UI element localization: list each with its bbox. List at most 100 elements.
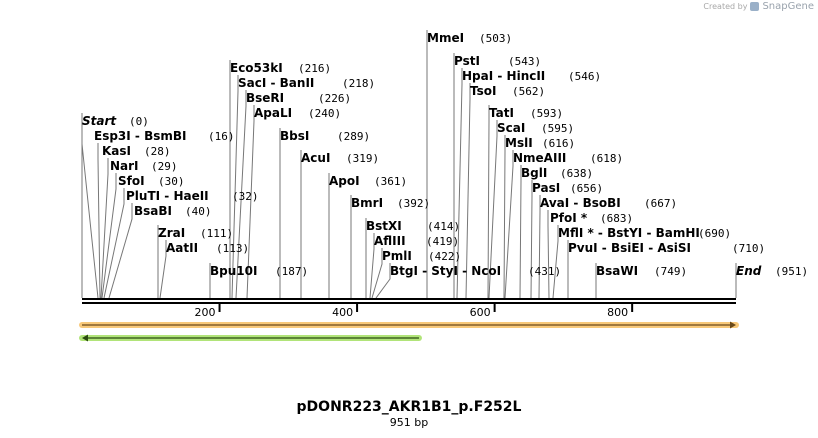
site-name-label[interactable]: TsoI [470, 84, 496, 98]
site-name-label[interactable]: PluTI - HaeII [126, 189, 209, 203]
site-position-label: (28) [144, 145, 171, 158]
site-position-label: (113) [216, 242, 249, 255]
site-name-label[interactable]: MslI [505, 136, 533, 150]
site-name-label[interactable]: Bpu10I [210, 264, 257, 278]
site-name-label[interactable]: NarI [110, 159, 139, 173]
site-name-label[interactable]: Start [82, 114, 117, 128]
site-connector-line [97, 143, 101, 299]
site-position-label: (656) [570, 182, 603, 195]
site-connector-line [246, 105, 255, 299]
site-position-label: (319) [346, 152, 379, 165]
site-connector-line [538, 195, 541, 299]
site-position-label: (595) [541, 122, 574, 135]
site-position-label: (618) [590, 152, 623, 165]
site-name-label[interactable]: BseRI [246, 91, 284, 105]
site-position-label: (30) [158, 175, 185, 188]
site-connector-line [231, 75, 239, 299]
site-name-label[interactable]: PmlI [382, 249, 412, 263]
site-position-label: (289) [337, 130, 370, 143]
site-position-label: (0) [129, 115, 149, 128]
site-position-label: (29) [151, 160, 178, 173]
site-name-label[interactable]: BsaWI [596, 264, 638, 278]
site-position-label: (690) [698, 227, 731, 240]
site-connector-line [103, 188, 125, 299]
site-name-label[interactable]: PasI [532, 181, 560, 195]
site-name-label[interactable]: AflIII [374, 234, 406, 248]
site-connector-line [100, 158, 109, 299]
site-connector-line [101, 173, 117, 299]
plasmid-name: pDONR223_AKR1B1_p.F252L [296, 399, 522, 415]
sequence-line [82, 298, 736, 304]
site-name-label[interactable]: ScaI [497, 121, 525, 135]
axis-tick-label: 600 [470, 306, 491, 319]
site-name-label[interactable]: KasI [102, 144, 131, 158]
site-name-label[interactable]: AatII [166, 241, 198, 255]
site-position-label: (32) [232, 190, 259, 203]
axis-tick-label: 800 [607, 306, 628, 319]
site-name-label[interactable]: MflI * - BstYI - BamHI [558, 226, 700, 240]
site-position-label: (392) [397, 197, 430, 210]
site-name-label[interactable]: HpaI - HincII [462, 69, 545, 83]
site-position-label: (616) [542, 137, 575, 150]
site-position-label: (111) [200, 227, 233, 240]
site-position-label: (216) [298, 62, 331, 75]
forward-feature-arrow[interactable] [79, 321, 739, 329]
site-name-label[interactable]: Eco53kI [230, 61, 283, 75]
site-name-label[interactable]: PstI [454, 54, 480, 68]
site-name-label[interactable]: PvuI - BsiEI - AsiSI [568, 241, 691, 255]
site-position-label: (749) [654, 265, 687, 278]
site-name-label[interactable]: BstXI [366, 219, 402, 233]
brand-name: SnapGene [762, 1, 814, 12]
site-name-label[interactable]: ApaLI [254, 106, 292, 120]
site-position-label: (218) [342, 77, 375, 90]
site-position-label: (683) [600, 212, 633, 225]
site-name-label[interactable]: BtgI - StyI - NcoI [390, 264, 501, 278]
site-connector-line [375, 263, 391, 299]
site-connector-line [547, 210, 550, 299]
site-connector-line [371, 248, 383, 299]
site-name-label[interactable]: TatI [489, 106, 514, 120]
site-connector-line [504, 150, 514, 299]
site-position-label: (187) [275, 265, 308, 278]
site-connector-line [456, 68, 463, 299]
site-name-label[interactable]: AvaI - BsoBI [540, 196, 621, 210]
site-name-label[interactable]: SacI - BanII [238, 76, 314, 90]
site-position-label: (431) [528, 265, 561, 278]
snapgene-logo-icon [750, 2, 760, 11]
created-by-label: Created by [703, 2, 748, 11]
site-position-label: (562) [512, 85, 545, 98]
site-name-label[interactable]: BbsI [280, 129, 309, 143]
plasmid-length: 951 bp [389, 416, 429, 429]
site-position-label: (226) [318, 92, 351, 105]
site-position-label: (667) [644, 197, 677, 210]
snapgene-brand: Created by SnapGene [703, 1, 814, 12]
site-name-label[interactable]: NmeAIII [513, 151, 566, 165]
site-name-label[interactable]: End [736, 264, 762, 278]
site-position-label: (543) [508, 55, 541, 68]
site-name-label[interactable]: Esp3I - BsmBI [94, 129, 186, 143]
site-position-label: (40) [185, 205, 212, 218]
site-position-label: (422) [428, 250, 461, 263]
site-name-label[interactable]: SfoI [118, 174, 145, 188]
site-name-label[interactable]: BsaBI [134, 204, 172, 218]
site-position-label: (414) [427, 220, 460, 233]
site-name-label[interactable]: BmrI [351, 196, 383, 210]
site-position-label: (16) [208, 130, 235, 143]
reverse-feature-arrow[interactable] [79, 334, 422, 342]
site-name-label[interactable]: MmeI [427, 31, 464, 45]
site-name-label[interactable]: ZraI [158, 226, 185, 240]
site-connector-line [159, 240, 167, 299]
site-connector-line [530, 180, 533, 299]
site-connector-line [503, 135, 506, 299]
site-name-label[interactable]: BglI [521, 166, 547, 180]
site-name-label[interactable]: AcuI [301, 151, 330, 165]
site-name-label[interactable]: PfoI * [550, 211, 588, 225]
site-position-label: (240) [308, 107, 341, 120]
site-connector-line [235, 90, 247, 299]
site-name-label[interactable]: ApoI [329, 174, 360, 188]
site-position-label: (638) [560, 167, 593, 180]
axis-tick-label: 200 [195, 306, 216, 319]
site-position-label: (503) [479, 32, 512, 45]
site-position-label: (419) [426, 235, 459, 248]
